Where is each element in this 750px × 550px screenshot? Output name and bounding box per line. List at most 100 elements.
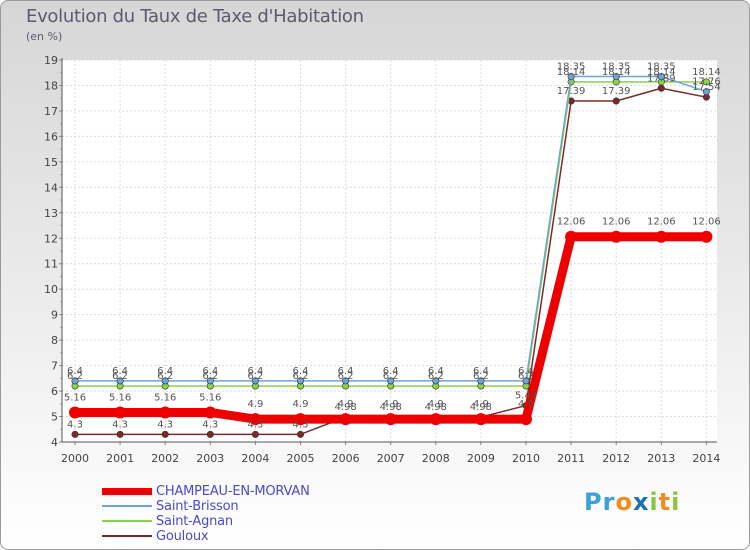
data-label: 18.14 — [602, 67, 631, 78]
data-label: 18.14 — [557, 67, 586, 78]
logo-letter: P — [584, 488, 603, 516]
data-point — [294, 413, 307, 426]
data-label: 17.76 — [692, 77, 721, 88]
data-label: 4.9 — [428, 399, 444, 410]
y-tick-label: 14 — [44, 181, 58, 194]
data-point — [612, 97, 620, 105]
data-point — [520, 413, 532, 426]
data-label: 4.98 — [334, 402, 356, 413]
proxiti-logo: Proxiti — [584, 488, 680, 516]
data-point — [474, 413, 487, 426]
data-point — [522, 377, 530, 385]
data-label: 4.3 — [67, 419, 83, 430]
data-label: 5.43 — [515, 391, 537, 402]
x-tick-label: 2003 — [196, 452, 224, 465]
data-label: 6.2 — [157, 371, 173, 382]
data-label: 5.16 — [199, 392, 221, 403]
y-tick-label: 13 — [44, 207, 58, 220]
logo-letter: o — [615, 488, 633, 516]
y-tick-label: 19 — [44, 54, 58, 67]
y-tick-label: 5 — [51, 411, 58, 424]
y-tick-label: 11 — [44, 258, 58, 271]
data-point — [565, 230, 578, 243]
data-point — [296, 430, 304, 438]
logo-letter: i — [671, 488, 681, 516]
data-label: 17.54 — [692, 82, 721, 93]
logo-letter: i — [649, 488, 659, 516]
data-label: 18.14 — [647, 67, 676, 78]
data-point — [432, 377, 440, 385]
data-point — [116, 377, 124, 385]
data-label: 6.2 — [67, 371, 83, 382]
x-tick-label: 2014 — [692, 452, 720, 465]
data-point — [251, 377, 259, 385]
y-tick-label: 7 — [51, 360, 58, 373]
logo-letter: r — [602, 488, 616, 516]
data-label: 4.9 — [293, 399, 309, 410]
x-tick-label: 2006 — [332, 452, 360, 465]
data-label: 5.16 — [154, 392, 176, 403]
legend-swatch — [102, 487, 152, 495]
data-label: 6.2 — [338, 371, 354, 382]
data-point — [251, 430, 259, 438]
legend-label: CHAMPEAU-EN-MORVAN — [156, 484, 310, 499]
data-point — [477, 377, 485, 385]
data-label: 17.89 — [647, 73, 676, 84]
data-point — [161, 430, 169, 438]
x-tick-label: 2007 — [377, 452, 405, 465]
x-tick-label: 2000 — [61, 452, 89, 465]
data-point — [204, 406, 217, 419]
data-label: 18.14 — [692, 67, 721, 78]
data-label: 4.9 — [338, 399, 354, 410]
data-point — [71, 430, 79, 438]
data-label: 6.2 — [518, 371, 534, 382]
data-point — [700, 230, 713, 243]
data-point — [159, 406, 172, 419]
data-label: 6.2 — [383, 371, 399, 382]
data-point — [249, 413, 262, 426]
data-label: 4.3 — [202, 419, 218, 430]
x-tick-label: 2005 — [287, 452, 315, 465]
data-label: 5.16 — [109, 392, 131, 403]
y-tick-label: 9 — [51, 309, 58, 322]
data-point — [702, 88, 710, 96]
data-label: 17.39 — [602, 86, 631, 97]
y-tick-label: 16 — [44, 130, 58, 143]
data-point — [71, 377, 79, 385]
data-label: 4.98 — [470, 402, 492, 413]
data-label: 6.2 — [202, 371, 218, 382]
y-tick-label: 15 — [44, 156, 58, 169]
data-label: 6.2 — [293, 371, 309, 382]
data-label: 6.2 — [428, 371, 444, 382]
data-point — [296, 377, 304, 385]
chart-title: Evolution du Taux de Taxe d'Habitation — [26, 6, 364, 27]
data-point — [114, 406, 127, 419]
data-label: 12.06 — [647, 217, 676, 228]
data-label: 18.35 — [647, 62, 676, 73]
data-point — [612, 73, 620, 81]
data-label: 4.3 — [293, 419, 309, 430]
data-label: 6.4 — [473, 366, 489, 377]
data-point — [339, 413, 352, 426]
data-label: 18.35 — [557, 62, 586, 73]
data-label: 6.4 — [157, 366, 173, 377]
y-tick-label: 12 — [44, 232, 58, 245]
data-label: 4.9 — [518, 399, 534, 410]
data-label: 4.98 — [380, 402, 402, 413]
data-label: 4.3 — [247, 419, 263, 430]
x-tick-label: 2001 — [106, 452, 134, 465]
y-tick-label: 4 — [51, 436, 58, 449]
x-tick-label: 2009 — [467, 452, 495, 465]
data-label: 18.35 — [602, 62, 631, 73]
data-label: 12.06 — [692, 217, 721, 228]
x-tick-label: 2011 — [557, 452, 585, 465]
logo-letter: x — [632, 488, 650, 516]
x-tick-label: 2013 — [647, 452, 675, 465]
data-label: 6.4 — [428, 366, 444, 377]
data-point — [610, 230, 623, 243]
data-label: 4.98 — [425, 402, 447, 413]
y-tick-label: 17 — [44, 105, 58, 118]
data-label: 4.9 — [473, 399, 489, 410]
data-label: 6.4 — [112, 366, 128, 377]
data-label: 6.4 — [202, 366, 218, 377]
